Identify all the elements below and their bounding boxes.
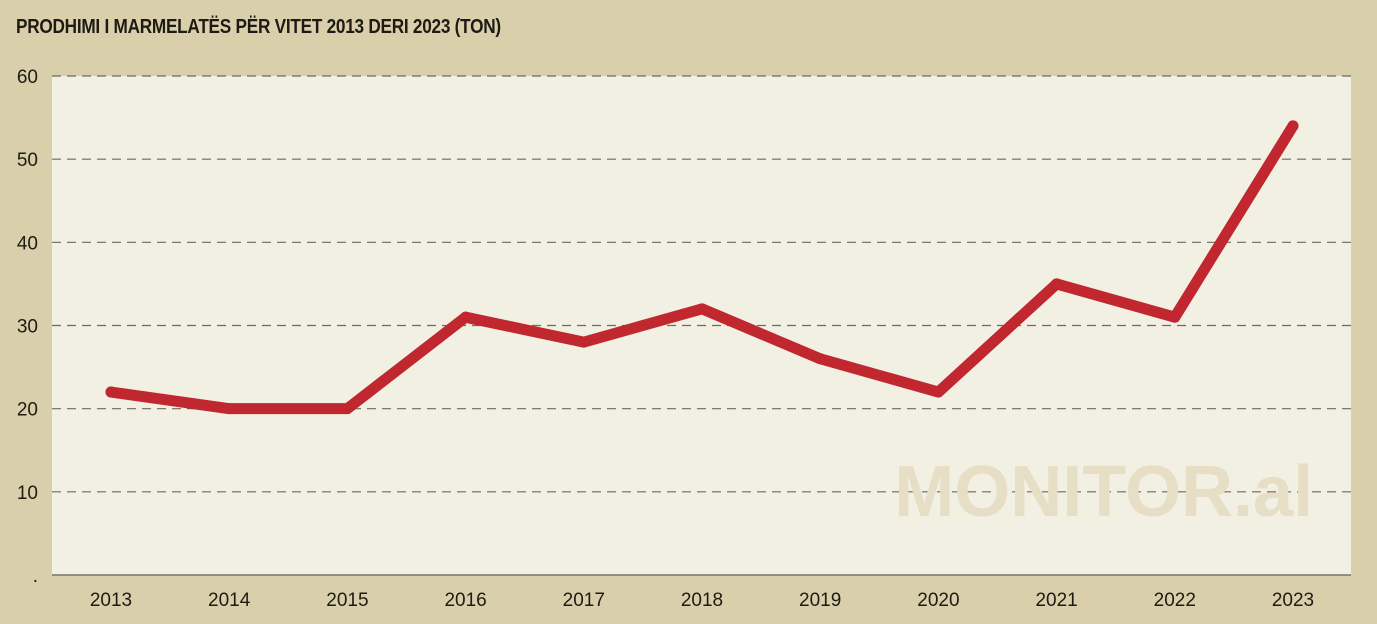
y-tick-label: 10 — [17, 483, 38, 504]
x-tick-label: 2023 — [1272, 590, 1314, 611]
x-axis-ticks: 2013 2014 2015 2016 2017 2018 2019 2020 2021 2022… — [90, 590, 1314, 611]
data-point — [814, 353, 826, 365]
series-layer — [105, 120, 1299, 415]
gridlines — [52, 75, 1351, 493]
y-tick-label: . — [33, 566, 38, 587]
data-point — [1287, 120, 1299, 132]
data-point — [1169, 311, 1181, 323]
x-tick-label: 2019 — [799, 590, 841, 611]
x-tick-label: 2015 — [326, 590, 368, 611]
y-tick-label: 40 — [17, 233, 38, 254]
y-tick-label: 60 — [17, 67, 38, 88]
x-tick-label: 2016 — [444, 590, 486, 611]
x-tick-label: 2014 — [208, 590, 251, 611]
y-tick-label: 30 — [17, 317, 38, 338]
x-tick-label: 2022 — [1154, 590, 1196, 611]
data-point — [1051, 278, 1063, 290]
x-tick-label: 2021 — [1035, 590, 1077, 611]
data-point — [223, 403, 235, 415]
x-tick-label: 2020 — [917, 590, 959, 611]
x-tick-label: 2018 — [681, 590, 723, 611]
y-tick-label: 20 — [17, 400, 38, 421]
y-tick-label: 50 — [17, 150, 38, 171]
x-tick-label: 2013 — [90, 590, 132, 611]
data-point — [460, 311, 472, 323]
watermark: MONITOR.al — [894, 452, 1313, 532]
data-point — [696, 303, 708, 315]
x-tick-label: 2017 — [563, 590, 605, 611]
data-point — [105, 386, 117, 398]
data-point — [578, 336, 590, 348]
chart-title: PRODHIMI I MARMELATËS PËR VITET 2013 DER… — [16, 16, 501, 38]
data-point — [932, 386, 944, 398]
data-point — [341, 403, 353, 415]
y-axis-ticks: . 10 20 30 40 50 60 — [17, 67, 38, 587]
